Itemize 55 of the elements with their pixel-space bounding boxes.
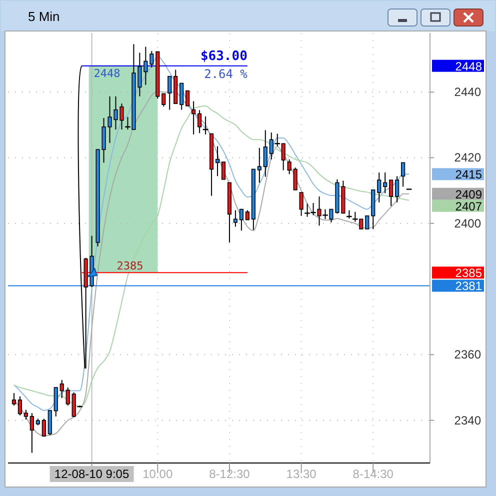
candlestick — [30, 412, 34, 454]
candlestick — [180, 82, 184, 110]
candlestick — [389, 180, 394, 206]
y-tick-label: 2440 — [454, 85, 482, 100]
candlestick — [395, 176, 400, 203]
candlestick — [186, 90, 190, 106]
candlestick — [162, 93, 166, 108]
text: 2448 — [455, 59, 482, 74]
candlestick — [245, 210, 250, 220]
candlestick — [150, 50, 154, 68]
candlestick — [54, 387, 58, 417]
text: 2407 — [455, 199, 482, 214]
candlestick — [257, 147, 262, 184]
candlestick — [233, 210, 238, 228]
candlestick — [221, 162, 226, 180]
candlestick — [377, 172, 382, 203]
candlestick — [299, 192, 304, 216]
candlestick — [48, 410, 52, 436]
x-tick-label: 8-14:30 — [352, 467, 394, 481]
chart-title: 5 Min — [28, 9, 60, 24]
x-tick-label: 8-12:30 — [209, 467, 250, 481]
candlestick — [293, 167, 298, 190]
candlestick — [383, 172, 388, 194]
y-tick-label: 2360 — [454, 348, 482, 362]
candlestick — [192, 100, 196, 135]
annotation: 2.64 % — [204, 66, 248, 81]
candlestick — [263, 130, 268, 178]
candlestick — [138, 52, 142, 97]
ref-line-label: 2448 — [94, 66, 120, 80]
y-tick-label: 2400 — [454, 216, 482, 230]
x-tick-label: 12-08-10 9:05 — [54, 467, 130, 481]
candlestick — [287, 158, 292, 175]
candlestick — [215, 146, 220, 177]
x-tick-label: 10:00 — [142, 467, 173, 481]
candlestick — [24, 409, 28, 420]
candlestick — [239, 208, 244, 232]
y-tick-label: 2420 — [454, 150, 482, 165]
candlestick — [198, 110, 202, 134]
candlestick — [144, 46, 148, 86]
text: 2381 — [455, 279, 482, 294]
candlestick — [168, 76, 172, 110]
candlestick — [18, 396, 22, 416]
y-tick-label: 2340 — [454, 413, 482, 428]
text: 2385 — [455, 266, 482, 280]
candlestick — [365, 215, 370, 230]
candlestick — [66, 387, 70, 406]
candlestick — [42, 418, 46, 438]
candlestick — [12, 392, 16, 406]
x-tick-label: 13:30 — [286, 467, 317, 481]
candlestick — [401, 162, 406, 188]
text: 2409 — [455, 187, 482, 202]
candlestick — [60, 379, 64, 399]
ref-line-label: 2385 — [116, 260, 144, 273]
annotation: $63.00 — [200, 48, 248, 64]
text: 2415 — [455, 168, 482, 182]
